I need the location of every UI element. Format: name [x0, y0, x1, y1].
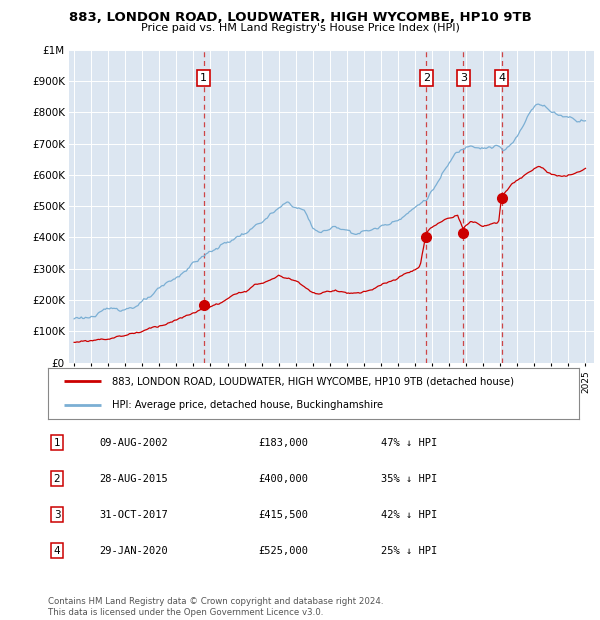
Text: 47% ↓ HPI: 47% ↓ HPI — [381, 438, 437, 448]
Text: £525,000: £525,000 — [258, 546, 308, 556]
Text: 2: 2 — [423, 73, 430, 83]
Text: £400,000: £400,000 — [258, 474, 308, 484]
Text: 883, LONDON ROAD, LOUDWATER, HIGH WYCOMBE, HP10 9TB: 883, LONDON ROAD, LOUDWATER, HIGH WYCOMB… — [68, 11, 532, 24]
Text: 3: 3 — [53, 510, 61, 520]
Text: 29-JAN-2020: 29-JAN-2020 — [99, 546, 168, 556]
Text: 42% ↓ HPI: 42% ↓ HPI — [381, 510, 437, 520]
Text: 35% ↓ HPI: 35% ↓ HPI — [381, 474, 437, 484]
Text: 09-AUG-2002: 09-AUG-2002 — [99, 438, 168, 448]
Text: 2: 2 — [53, 474, 61, 484]
Text: 4: 4 — [498, 73, 505, 83]
Text: 1: 1 — [53, 438, 61, 448]
Text: Contains HM Land Registry data © Crown copyright and database right 2024.
This d: Contains HM Land Registry data © Crown c… — [48, 598, 383, 617]
Text: 31-OCT-2017: 31-OCT-2017 — [99, 510, 168, 520]
Text: Price paid vs. HM Land Registry's House Price Index (HPI): Price paid vs. HM Land Registry's House … — [140, 23, 460, 33]
Text: 3: 3 — [460, 73, 467, 83]
Text: 25% ↓ HPI: 25% ↓ HPI — [381, 546, 437, 556]
Text: 1: 1 — [200, 73, 207, 83]
Text: HPI: Average price, detached house, Buckinghamshire: HPI: Average price, detached house, Buck… — [112, 400, 383, 410]
Text: 4: 4 — [53, 546, 61, 556]
Text: £183,000: £183,000 — [258, 438, 308, 448]
Text: 883, LONDON ROAD, LOUDWATER, HIGH WYCOMBE, HP10 9TB (detached house): 883, LONDON ROAD, LOUDWATER, HIGH WYCOMB… — [112, 376, 514, 386]
Text: 28-AUG-2015: 28-AUG-2015 — [99, 474, 168, 484]
Text: £415,500: £415,500 — [258, 510, 308, 520]
